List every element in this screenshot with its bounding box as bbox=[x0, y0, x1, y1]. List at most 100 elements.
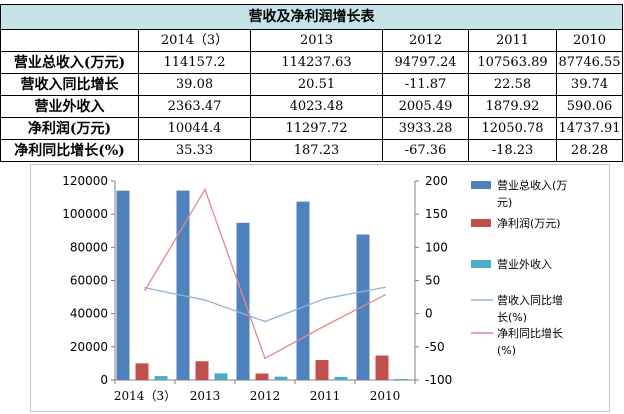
right-tick-label: 0 bbox=[425, 307, 433, 321]
bar-total-revenue bbox=[296, 201, 310, 380]
value-cell: 114237.63 bbox=[250, 51, 383, 74]
left-tick-label: 20000 bbox=[70, 340, 108, 354]
header-year-cell: 2014（3） bbox=[138, 29, 251, 52]
value-cell: 4023.48 bbox=[250, 95, 383, 118]
bar-total-revenue bbox=[176, 190, 190, 380]
value-cell: 11297.72 bbox=[250, 117, 383, 140]
line-point bbox=[204, 188, 206, 191]
header-year-cell: 2012 bbox=[382, 29, 469, 52]
legend-label: (%) bbox=[497, 344, 516, 357]
value-cell: 35.33 bbox=[138, 139, 251, 162]
value-cell: 107563.89 bbox=[468, 51, 557, 74]
bar-total-revenue bbox=[356, 234, 370, 380]
bar-non-operating-income bbox=[274, 376, 288, 380]
legend-label: 营业总收入(万 bbox=[497, 178, 567, 192]
left-tick-label: 0 bbox=[100, 373, 108, 387]
combo-chart: 0 20000 40000 60000 80000 100000 120000 -100 -50… bbox=[30, 164, 610, 412]
x-tick-label: 2013 bbox=[190, 389, 221, 403]
line-point bbox=[264, 357, 266, 360]
left-tick-label: 100000 bbox=[62, 207, 108, 221]
row-label-cell: 营业总收入(万元) bbox=[0, 51, 139, 74]
row-label-cell: 营业外收入 bbox=[0, 95, 139, 118]
value-cell: 187.23 bbox=[250, 139, 383, 162]
legend-swatch bbox=[471, 219, 491, 227]
right-tick-label: -50 bbox=[425, 340, 445, 354]
value-cell: 39.08 bbox=[138, 73, 251, 96]
left-tick-label: 40000 bbox=[70, 307, 108, 321]
revenue-profit-table: 营收及净利润增长表 2014（3） 2013 2012 2011 2010 营业总收入(万… bbox=[0, 4, 624, 162]
line-point bbox=[264, 320, 266, 323]
right-tick-label: 100 bbox=[425, 240, 448, 254]
x-tick-label: 2012 bbox=[250, 389, 281, 403]
table-title: 营收及净利润增长表 bbox=[0, 4, 624, 30]
table-row: 营收入同比增长 39.08 20.51 -11.87 22.58 39.74 bbox=[0, 73, 624, 96]
right-tick-label: -100 bbox=[425, 373, 452, 387]
value-cell: -11.87 bbox=[382, 73, 469, 96]
legend-label: 净利同比增长 bbox=[497, 326, 563, 340]
bar-net-profit bbox=[195, 361, 209, 380]
value-cell: 590.06 bbox=[555, 95, 624, 118]
value-cell: 3933.28 bbox=[382, 117, 469, 140]
line-point bbox=[324, 324, 326, 327]
bar-non-operating-income bbox=[334, 376, 348, 380]
x-tick-label: 2014（3） bbox=[114, 389, 176, 403]
row-label-cell: 净利润(万元) bbox=[0, 117, 139, 140]
bar-non-operating-income bbox=[214, 373, 228, 380]
x-tick-label: 2011 bbox=[310, 389, 341, 403]
line-point bbox=[384, 294, 386, 296]
value-cell: -18.23 bbox=[468, 139, 557, 162]
left-tick-label: 120000 bbox=[62, 174, 108, 188]
row-label-cell: 净利同比增长(%) bbox=[0, 139, 139, 162]
value-cell: -67.36 bbox=[382, 139, 469, 162]
bar-non-operating-income bbox=[154, 376, 168, 380]
value-cell: 20.51 bbox=[250, 73, 383, 96]
value-cell: 2005.49 bbox=[382, 95, 469, 118]
header-year-cell: 2013 bbox=[250, 29, 383, 52]
legend-label: 营收入同比增 bbox=[497, 293, 563, 307]
value-cell: 39.74 bbox=[555, 73, 624, 96]
line-point bbox=[384, 286, 386, 289]
chart-svg: 0 20000 40000 60000 80000 100000 120000 -100 -50… bbox=[62, 174, 567, 403]
value-cell: 87746.55 bbox=[555, 51, 624, 74]
bar-net-profit bbox=[135, 363, 149, 380]
value-cell: 12050.78 bbox=[468, 117, 557, 140]
bar-net-profit bbox=[375, 355, 389, 380]
header-corner-cell bbox=[0, 29, 139, 52]
x-tick-label: 2010 bbox=[370, 389, 401, 403]
left-tick-label: 60000 bbox=[70, 274, 108, 288]
right-tick-label: 200 bbox=[425, 174, 448, 188]
table-row: 净利润(万元) 10044.4 11297.72 3933.28 12050.78 147… bbox=[0, 117, 624, 140]
table-row: 净利同比增长(%) 35.33 187.23 -67.36 -18.23 28.28 bbox=[0, 139, 624, 162]
table-header-row: 2014（3） 2013 2012 2011 2010 bbox=[0, 29, 624, 52]
legend-swatch bbox=[471, 181, 491, 189]
value-cell: 22.58 bbox=[468, 73, 557, 96]
line-point bbox=[144, 289, 146, 292]
header-year-cell: 2010 bbox=[555, 29, 624, 52]
line-point bbox=[144, 286, 146, 289]
value-cell: 1879.92 bbox=[468, 95, 557, 118]
value-cell: 28.28 bbox=[555, 139, 624, 162]
value-cell: 14737.91 bbox=[555, 117, 624, 140]
bar-non-operating-income bbox=[394, 379, 408, 380]
value-cell: 2363.47 bbox=[138, 95, 251, 118]
value-cell: 10044.4 bbox=[138, 117, 251, 140]
line-point bbox=[204, 299, 206, 301]
line-point bbox=[324, 297, 326, 300]
legend-swatch bbox=[471, 260, 491, 268]
left-tick-label: 80000 bbox=[70, 240, 108, 254]
row-label-cell: 营收入同比增长 bbox=[0, 73, 139, 96]
table-row: 营业总收入(万元) 114157.2 114237.63 94797.24 107563… bbox=[0, 51, 624, 74]
value-cell: 94797.24 bbox=[382, 51, 469, 74]
bar-net-profit bbox=[315, 360, 329, 380]
legend-label: 营业外收入 bbox=[497, 257, 552, 271]
right-tick-label: 150 bbox=[425, 207, 448, 221]
legend-label: 元) bbox=[497, 196, 512, 209]
bar-total-revenue bbox=[236, 222, 250, 380]
bar-total-revenue bbox=[116, 190, 130, 380]
table-row: 营业外收入 2363.47 4023.48 2005.49 1879.92 590.06 bbox=[0, 95, 624, 118]
right-tick-label: 50 bbox=[425, 274, 440, 288]
legend-label: 长(%) bbox=[497, 311, 527, 324]
header-year-cell: 2011 bbox=[468, 29, 557, 52]
legend-label: 净利润(万元) bbox=[497, 216, 561, 230]
value-cell: 114157.2 bbox=[138, 51, 251, 74]
